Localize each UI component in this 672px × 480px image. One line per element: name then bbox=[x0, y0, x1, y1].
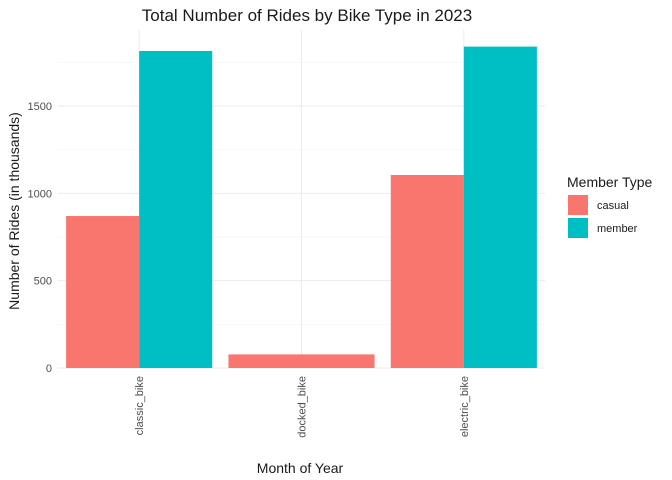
legend: Member Type casual member bbox=[567, 174, 653, 238]
bar-casual-docked_bike bbox=[228, 354, 375, 368]
y-tick-label: 1000 bbox=[28, 188, 52, 200]
legend-title: Member Type bbox=[567, 174, 653, 190]
x-tick-label: docked_bike bbox=[297, 376, 309, 438]
bar-member-classic_bike bbox=[139, 50, 213, 368]
legend-label-member: member bbox=[597, 223, 638, 235]
y-axis-title: Number of Rides (in thousands) bbox=[6, 112, 22, 310]
y-axis-ticks: 0 500 1000 1500 bbox=[28, 101, 52, 375]
legend-key-member bbox=[568, 218, 588, 238]
y-tick-label: 1500 bbox=[28, 101, 52, 113]
bar-casual-electric_bike bbox=[390, 174, 464, 368]
y-tick-label: 500 bbox=[34, 276, 52, 288]
legend-key-casual bbox=[568, 195, 588, 215]
bars bbox=[66, 46, 537, 368]
y-tick-label: 0 bbox=[46, 363, 52, 375]
x-axis-title: Month of Year bbox=[257, 460, 344, 476]
x-axis-ticks: classic_bike docked_bike electric_bike bbox=[134, 376, 471, 438]
legend-label-casual: casual bbox=[597, 200, 629, 212]
x-tick-label: classic_bike bbox=[134, 376, 146, 435]
chart-title: Total Number of Rides by Bike Type in 20… bbox=[142, 6, 472, 25]
x-tick-label: electric_bike bbox=[459, 376, 471, 437]
bar-member-electric_bike bbox=[463, 46, 537, 368]
bar-casual-classic_bike bbox=[66, 216, 140, 368]
